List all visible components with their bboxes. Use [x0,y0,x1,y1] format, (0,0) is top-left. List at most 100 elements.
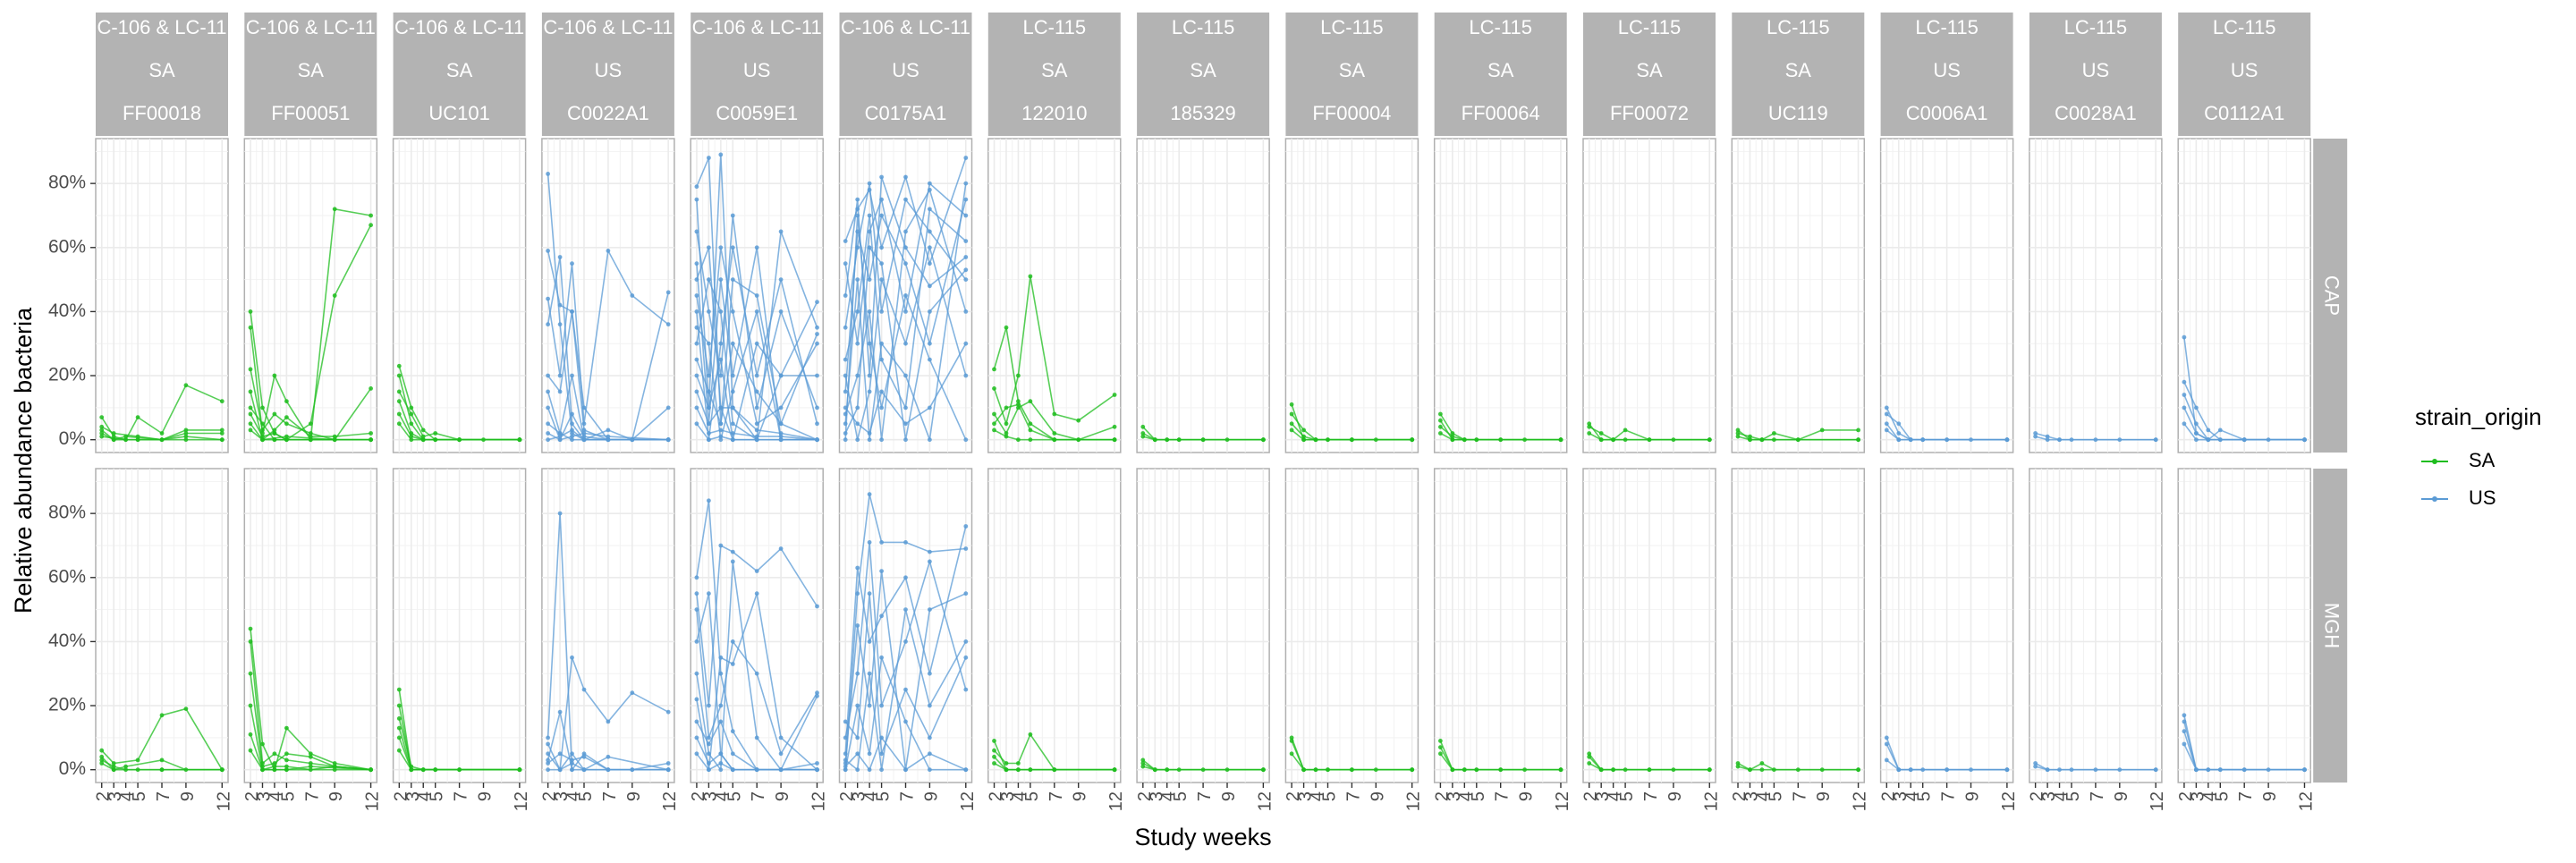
data-point [665,709,671,715]
legend-label: US [2469,486,2496,509]
data-point [754,671,759,676]
facet-strip-label: C-106 & LC-11 [246,16,376,38]
data-point [963,373,969,378]
data-point [903,437,908,443]
data-point [1884,757,1889,763]
data-point [99,757,105,763]
data-point [570,309,574,314]
data-point [1735,431,1741,436]
data-point [369,223,373,228]
x-tick-label: 9 [1814,791,1834,801]
data-point [546,437,550,443]
facet-strip [1137,13,1270,136]
data-point [332,761,337,766]
x-tick-label: 7 [154,791,174,801]
y-tick-label: 20% [48,365,86,385]
data-point [570,767,574,773]
x-tick-label: 5 [278,791,298,801]
data-point [879,245,884,250]
data-point [557,767,563,773]
data-point [135,437,140,443]
legend: strain_origin SA US [2415,403,2542,509]
data-point [2004,437,2010,443]
data-point [284,757,289,763]
x-tick-label: 7 [452,791,471,801]
data-point [1587,761,1592,766]
data-point [99,424,105,429]
data-point [570,261,574,267]
data-point [718,703,724,708]
data-point [867,703,872,708]
data-point [2153,437,2158,443]
data-series-line [1885,429,2007,441]
data-point [1016,761,1021,766]
data-point [718,405,724,410]
data-series-line [1589,432,1710,441]
data-point [1587,431,1592,436]
data-point [159,713,165,718]
facet-strip [691,13,824,136]
row-strip-label: MGH [2320,603,2343,648]
x-tick-label: 5 [2063,791,2083,801]
x-tick-label: 4 [1902,791,1922,801]
data-point [867,431,872,436]
data-point [778,309,784,314]
facet-strip-label: C0175A1 [865,102,947,124]
data-point [778,277,784,282]
data-point [718,277,724,282]
data-point [903,639,908,644]
data-point [248,639,253,644]
data-point [111,764,116,769]
data-point [903,687,908,692]
data-point [903,293,908,298]
data-series-line [398,423,520,441]
data-point [843,405,848,410]
data-point [879,341,884,346]
x-tick-label: 3 [700,791,720,801]
y-axis-title: Relative abundance bacteria [10,307,37,613]
data-point [730,309,735,314]
data-point [843,293,848,298]
data-point [219,427,225,433]
data-point [867,389,872,394]
x-tick-label: 7 [2088,791,2107,801]
data-point [754,427,759,433]
data-point [879,357,884,362]
data-point [992,421,996,427]
facet-strip [2178,13,2311,136]
data-point [928,357,932,362]
data-point [630,293,635,298]
data-point [396,399,402,404]
y-tick-label: 0% [59,428,86,449]
data-point [99,427,105,433]
data-point [1759,761,1765,766]
data-point [867,181,872,186]
data-point [778,434,784,439]
data-point [778,229,784,234]
facet-strip-label: FF00072 [1610,102,1689,124]
data-point [928,751,932,757]
data-point [409,405,414,410]
data-point [843,757,848,763]
data-point [778,405,784,410]
x-tick-label: 12 [1553,791,1572,811]
facet-strip-label: FF00051 [271,102,350,124]
data-point [272,437,277,443]
data-point [718,427,724,433]
data-point [1438,424,1443,429]
facet-strip [96,13,228,136]
data-point [718,341,724,346]
x-tick-label: 3 [552,791,572,801]
data-point [1016,402,1021,407]
data-point [99,748,105,753]
data-point [867,341,872,346]
data-point [815,690,819,696]
data-point [1450,434,1455,439]
data-series-line [1737,766,1859,771]
x-tick-label: 2 [1284,791,1303,801]
x-tick-label: 12 [660,791,680,811]
x-tick-label: 5 [1915,791,1935,801]
data-point [879,405,884,410]
data-point [409,421,414,427]
data-point [1735,764,1741,769]
